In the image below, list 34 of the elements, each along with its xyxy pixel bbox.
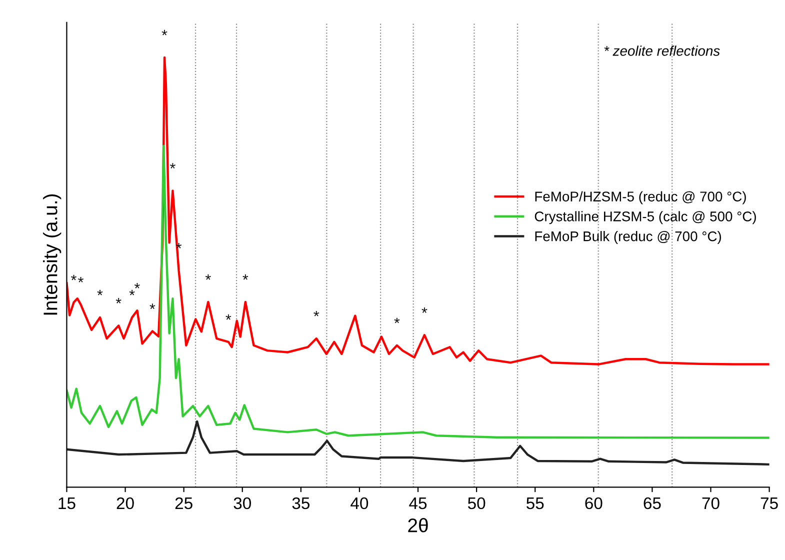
x-tick-label: 30 xyxy=(234,497,251,510)
x-tick-label: 20 xyxy=(116,497,134,510)
x-tick-label: 40 xyxy=(350,497,368,510)
x-tick-label: 55 xyxy=(526,498,544,510)
annotation: * xyxy=(129,290,135,296)
text: * zeolite reflections xyxy=(604,46,720,56)
x-tick-label: 45 xyxy=(409,498,427,510)
x-tick-label: 25 xyxy=(175,497,192,510)
annotation: * xyxy=(116,298,122,304)
annotation: * xyxy=(242,274,248,280)
annotation: * xyxy=(71,274,76,280)
annotation: * xyxy=(78,276,84,282)
x-tick-label: 15 xyxy=(58,498,76,510)
annotation: * xyxy=(394,318,400,324)
x-tick-label: 65 xyxy=(644,497,661,510)
annotation: * xyxy=(226,314,232,320)
legend-label: FeMoP Bulk (reduc @ 700 °C) xyxy=(535,231,722,244)
x-axis-title: 2θ xyxy=(408,518,428,532)
annotation: * xyxy=(205,274,211,280)
x-tick-label: 35 xyxy=(292,497,310,510)
annotation: * xyxy=(162,30,168,36)
annotation: * xyxy=(170,163,176,168)
x-tick-label: 70 xyxy=(702,497,720,510)
legend-label: FeMoP/HZSM-5 (reduc @ 700 °C) xyxy=(535,191,746,204)
x-tick-label: 60 xyxy=(585,497,602,510)
x-tick-label: 50 xyxy=(468,497,486,510)
x-tick-label: 75 xyxy=(760,498,778,510)
legend-label: Crystalline HZSM-5 (calc @ 500 °C) xyxy=(534,211,756,224)
annotation: * xyxy=(97,290,103,296)
annotation: * xyxy=(314,310,320,316)
annotation: * xyxy=(422,308,428,313)
y-axis-title: Intensity (a.u.) xyxy=(43,194,62,315)
annotation: * xyxy=(134,283,140,288)
annotation: * xyxy=(150,304,156,309)
